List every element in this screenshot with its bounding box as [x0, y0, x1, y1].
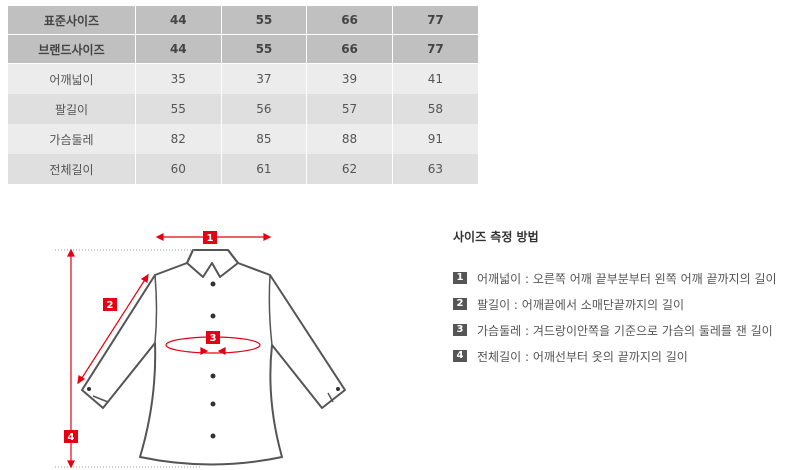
guide-item-text: 전체길이 : 어깨선부터 옷의 끝까지의 길이 [477, 349, 688, 364]
marker-label: 3 [210, 333, 217, 344]
table-cell: 91 [391, 124, 478, 154]
marker-box [206, 331, 220, 344]
table-cell: 66 [306, 6, 393, 35]
table-cell: 37 [220, 63, 307, 94]
sleeve-arrow [79, 277, 147, 382]
table-cell: 55 [220, 34, 307, 64]
guide-item-text: 어깨넓이 : 오른쪽 어깨 끝부분부터 왼쪽 어깨 끝까지의 길이 [477, 271, 777, 286]
table-cell: 58 [391, 94, 478, 124]
table-cell: 77 [391, 6, 478, 35]
shirt-outline [81, 249, 346, 466]
table-cell: 55 [135, 94, 222, 124]
number-badge: 4 [453, 350, 467, 362]
table-cell: 66 [306, 34, 393, 64]
table-cell: 62 [306, 154, 393, 184]
table-cell: 39 [306, 63, 393, 94]
table-cell: 55 [220, 6, 307, 35]
marker-label: 2 [107, 300, 114, 311]
table-cell: 60 [135, 154, 222, 184]
guide-item: 1 어깨넓이 : 오른쪽 어깨 끝부분부터 왼쪽 어깨 끝까지의 길이 [453, 265, 777, 291]
marker-box [103, 298, 117, 311]
table-cell: 63 [391, 154, 478, 184]
guide-item-text: 팔길이 : 어깨끝에서 소매단끝까지의 길이 [477, 297, 684, 312]
table-cell: 88 [306, 124, 393, 154]
size-table: 표준사이즈 44 55 66 77 브랜드사이즈 44 55 66 77 어깨넓이 35 37 39 41 팔… [8, 6, 478, 184]
table-cell: 85 [220, 124, 307, 154]
marker-label: 1 [207, 233, 214, 244]
table-cell: 61 [220, 154, 307, 184]
table-row: 표준사이즈 44 55 66 77 [8, 6, 478, 35]
row-label: 팔길이 [8, 94, 136, 124]
marker-box [64, 430, 78, 443]
measurement-guide: 사이즈 측정 방법 1 어깨넓이 : 오른쪽 어깨 끝부분부터 왼쪽 어깨 끝까지… [453, 228, 777, 369]
marker-label: 4 [68, 432, 75, 443]
buttons [87, 281, 340, 439]
number-badge: 2 [453, 298, 467, 310]
table-row: 브랜드사이즈 44 55 66 77 [8, 34, 478, 64]
table-cell: 77 [391, 34, 478, 64]
table-row: 가슴둘레 82 85 88 91 [8, 124, 478, 154]
row-label: 가슴둘레 [8, 124, 136, 154]
table-cell: 35 [135, 63, 222, 94]
guide-item-text: 가슴둘레 : 겨드랑이안쪽을 기준으로 가슴의 둘레를 잰 길이 [477, 323, 773, 338]
row-label: 어깨넓이 [8, 63, 136, 94]
number-badge: 1 [453, 272, 467, 284]
table-row: 전체길이 60 61 62 63 [8, 154, 478, 184]
table-cell: 56 [220, 94, 307, 124]
marker-box [203, 231, 217, 244]
table-cell: 82 [135, 124, 222, 154]
row-label: 표준사이즈 [8, 6, 136, 35]
row-label: 브랜드사이즈 [8, 34, 136, 64]
guide-item: 2 팔길이 : 어깨끝에서 소매단끝까지의 길이 [453, 291, 777, 317]
table-row: 팔길이 55 56 57 58 [8, 94, 478, 124]
number-badge: 3 [453, 324, 467, 336]
table-row: 어깨넓이 35 37 39 41 [8, 63, 478, 94]
row-label: 전체길이 [8, 154, 136, 184]
guide-item: 4 전체길이 : 어깨선부터 옷의 끝까지의 길이 [453, 343, 777, 369]
table-cell: 44 [135, 6, 222, 35]
table-cell: 44 [135, 34, 222, 64]
guide-title: 사이즈 측정 방법 [453, 230, 539, 244]
table-cell: 57 [306, 94, 393, 124]
table-cell: 41 [391, 63, 478, 94]
guide-item: 3 가슴둘레 : 겨드랑이안쪽을 기준으로 가슴의 둘레를 잰 길이 [453, 317, 777, 343]
